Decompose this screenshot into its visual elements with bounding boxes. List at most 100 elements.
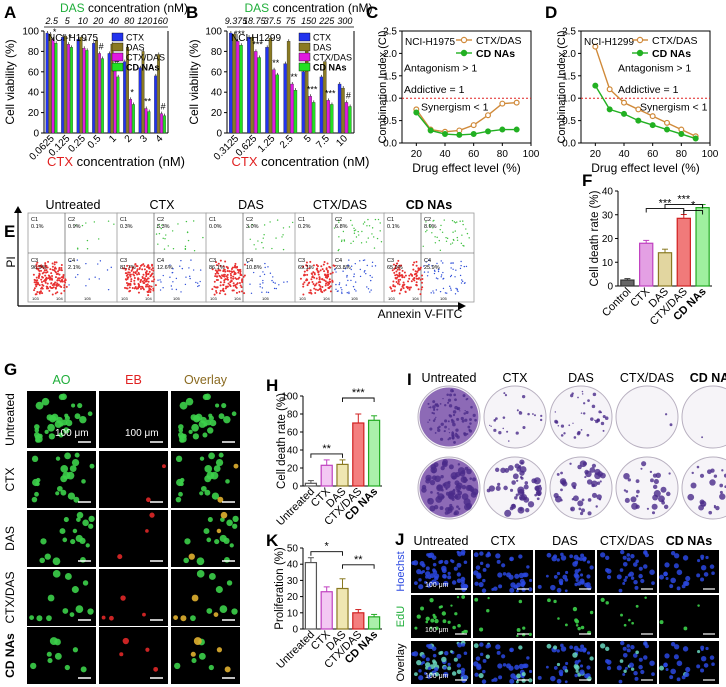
bar-das [336, 463, 349, 487]
hoechst-nucleus [526, 565, 530, 569]
scale-bar-label: 100 μm [425, 673, 449, 680]
flow-event-early-apoptotic [337, 290, 339, 292]
flow-tick-label: 104 [234, 296, 241, 301]
flow-event-live [51, 284, 54, 287]
x-axis-label: Drug effect level (%) [412, 161, 521, 175]
significance-mark: ** [290, 72, 298, 82]
x-tick-label: 2 [123, 133, 135, 145]
flow-event-live [398, 264, 401, 267]
flow-event-live [47, 260, 50, 263]
flow-event-live [314, 288, 317, 291]
flow-event-late-apoptotic [269, 221, 271, 223]
flow-event-live [43, 269, 46, 272]
bar-control [620, 279, 635, 287]
colony-dot [649, 470, 653, 474]
y-axis-label: Combination Index (CI) [377, 30, 389, 143]
eb-cell [149, 512, 155, 518]
flow-event-early-apoptotic [371, 276, 373, 278]
quadrant-name: C1 [120, 217, 127, 223]
colony-dot [516, 479, 519, 482]
flow-event-live [313, 284, 316, 287]
y-tick-label: 30 [602, 210, 614, 221]
flow-event-late-apoptotic [367, 218, 369, 221]
overlay-cell [224, 556, 230, 563]
bar-cdnas [330, 104, 334, 134]
ao-cell [44, 429, 49, 434]
overlay-cell [216, 647, 223, 653]
flow-event-live [224, 270, 227, 273]
flow-event-live [224, 278, 227, 281]
overlay-nucleus [564, 680, 568, 684]
flow-event-early-apoptotic [338, 283, 340, 286]
colony-dot [448, 432, 451, 434]
hoechst-nucleus [705, 555, 709, 560]
colony-dot [431, 411, 434, 414]
hoechst-nucleus [633, 579, 638, 585]
flow-event-early-apoptotic [446, 292, 448, 294]
flow-event-early-apoptotic [181, 267, 184, 270]
flow-event-live [228, 270, 231, 273]
flow-event-early-apoptotic [196, 282, 199, 284]
ctx-word: CTX [232, 154, 258, 169]
flow-event-live [145, 275, 148, 278]
colony-dot [520, 461, 524, 465]
legend-label: CD NAs [476, 48, 515, 60]
ao-cell [63, 427, 70, 434]
hoechst-nucleus [497, 572, 503, 578]
flow-event-live [242, 275, 245, 278]
flow-event-late-apoptotic [436, 236, 438, 239]
colony-dot [623, 489, 627, 492]
flow-event-live [420, 288, 423, 291]
hoechst-nucleus [462, 583, 468, 589]
hoechst-nucleus [628, 571, 635, 577]
overlay-nucleus [700, 656, 707, 662]
ao-cell [34, 491, 39, 497]
ao-cell [65, 419, 73, 427]
overlay-nucleus [622, 673, 626, 676]
colony-dot [577, 396, 579, 399]
overlay-nucleus [709, 655, 715, 660]
hoechst-nucleus [476, 573, 482, 579]
flow-event-live [318, 288, 321, 291]
overlay-nucleus [575, 669, 579, 673]
ci-data-point [663, 126, 670, 133]
colony-dot [434, 418, 436, 420]
overlay-nucleus [632, 653, 638, 658]
flow-event-late-apoptotic [422, 245, 424, 248]
colony-dot [521, 394, 526, 399]
flow-event-live [325, 268, 328, 271]
quadrant-value: 6.8% [335, 224, 348, 230]
das-tick-label: 2.5 [44, 16, 59, 26]
overlay-cell [190, 414, 197, 421]
flow-event-late-apoptotic [350, 219, 352, 222]
y-axis-label: Cell viability (%) [3, 39, 17, 124]
flow-event-late-apoptotic [162, 237, 164, 240]
y-tick-label: 30 [287, 576, 299, 587]
colony-dot [467, 485, 473, 491]
ci-data-point [470, 122, 477, 129]
ao-cell [59, 528, 66, 535]
flow-event-live [127, 271, 130, 274]
flow-event-late-apoptotic [453, 221, 456, 223]
flow-event-early-apoptotic [157, 279, 159, 281]
flow-event-live [311, 280, 314, 283]
flow-event-live [312, 264, 315, 267]
overlay-nucleus [622, 646, 627, 651]
flow-tick-label: 103 [32, 296, 39, 301]
flow-event-live [50, 282, 53, 285]
flow-event-late-apoptotic [98, 238, 100, 240]
colony-dot [701, 436, 704, 439]
y-tick-label: 0.0 [562, 139, 576, 150]
hoechst-nucleus [432, 562, 437, 567]
flow-event-late-apoptotic [171, 230, 174, 232]
hoechst-nucleus [509, 557, 513, 561]
colony-dot [523, 496, 530, 503]
bar-ctxdas [326, 100, 330, 134]
significance-bracket [310, 453, 343, 458]
flow-event-live [323, 270, 326, 273]
flow-event-live [60, 263, 63, 266]
flow-event-late-apoptotic [275, 237, 277, 239]
ao-cell [71, 586, 79, 594]
hoechst-nucleus [447, 575, 452, 580]
flow-event-live [134, 285, 137, 288]
